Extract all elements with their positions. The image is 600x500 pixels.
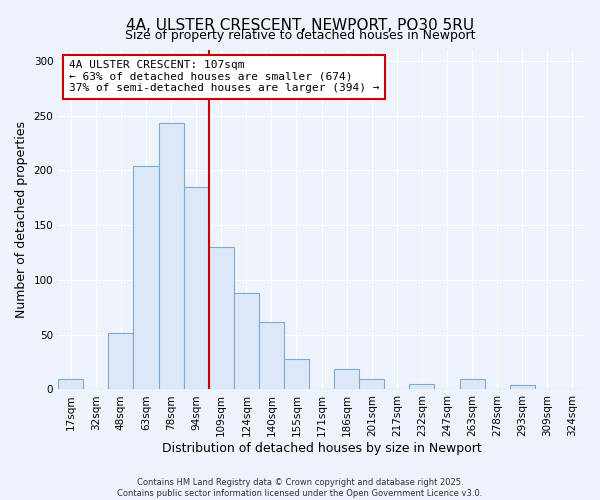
X-axis label: Distribution of detached houses by size in Newport: Distribution of detached houses by size … (162, 442, 481, 455)
Bar (158, 124, 184, 390)
Bar (259, 322, 284, 390)
Bar (234, 293, 259, 390)
Bar (510, 385, 535, 390)
Bar (184, 187, 209, 390)
Bar (359, 378, 385, 390)
Bar (334, 368, 359, 390)
Text: 4A, ULSTER CRESCENT, NEWPORT, PO30 5RU: 4A, ULSTER CRESCENT, NEWPORT, PO30 5RU (126, 18, 474, 32)
Text: Contains HM Land Registry data © Crown copyright and database right 2025.
Contai: Contains HM Land Registry data © Crown c… (118, 478, 482, 498)
Bar (58, 378, 83, 390)
Y-axis label: Number of detached properties: Number of detached properties (15, 121, 28, 318)
Bar (460, 378, 485, 390)
Text: Size of property relative to detached houses in Newport: Size of property relative to detached ho… (125, 29, 475, 42)
Text: 4A ULSTER CRESCENT: 107sqm
← 63% of detached houses are smaller (674)
37% of sem: 4A ULSTER CRESCENT: 107sqm ← 63% of deta… (69, 60, 379, 94)
Bar (109, 332, 133, 390)
Bar (284, 359, 309, 390)
Bar (209, 247, 234, 390)
Bar (409, 384, 434, 390)
Bar (133, 166, 158, 390)
